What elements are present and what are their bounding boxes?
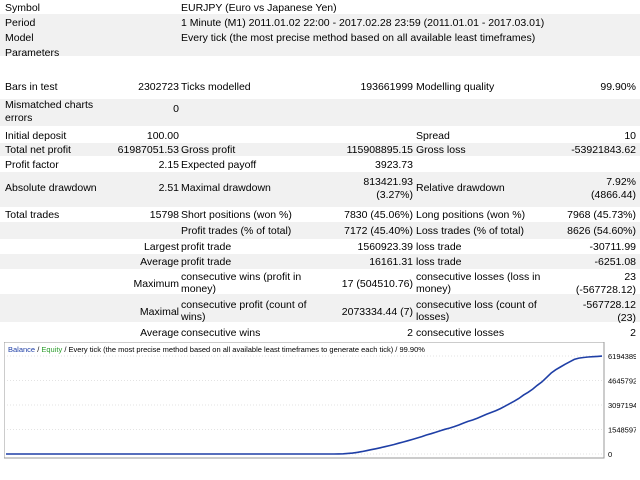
model-label: Model	[5, 32, 34, 44]
gross-profit-value: 115908895.15	[346, 144, 413, 156]
symbol-label: Symbol	[5, 2, 41, 14]
relative-drawdown-label: Relative drawdown	[416, 182, 505, 194]
expected-payoff-label: Expected payoff	[181, 159, 257, 171]
profit-trades-label: Profit trades (% of total)	[181, 225, 292, 237]
average-consecutive-wins-label: consecutive wins	[181, 327, 261, 339]
total-trades-label: Total trades	[5, 209, 60, 221]
maximal-drawdown-label: Maximal drawdown	[181, 182, 271, 194]
model-value: Every tick (the most precise method base…	[181, 32, 536, 44]
maximal-label: Maximal	[139, 306, 179, 318]
average-consecutive-losses-value: 2	[630, 327, 636, 339]
net-profit-label: Total net profit	[5, 144, 71, 156]
mismatched-row-shade	[0, 99, 640, 126]
largest-label: Largest	[143, 241, 179, 253]
parameters-label: Parameters	[5, 47, 60, 59]
average-profit-label: profit trade	[181, 256, 232, 268]
bars-value: 2302723	[138, 81, 179, 93]
period-label: Period	[5, 17, 36, 29]
net-profit-value: 61987051.53	[117, 144, 179, 156]
quality-label: Modelling quality	[416, 81, 495, 93]
loss-trades-value: 8626 (54.60%)	[567, 225, 636, 237]
plot-border	[4, 342, 605, 459]
max-consecutive-wins-value: 17 (504510.76)	[341, 278, 413, 290]
maximal-consecutive-loss-count: (23)	[617, 312, 636, 324]
mismatched-value: 0	[173, 103, 179, 115]
short-positions-label: Short positions (won %)	[181, 209, 292, 221]
maximal-consecutive-loss-amount: -567728.12	[582, 299, 636, 311]
max-consecutive-wins-label: consecutive wins (profit in money)	[181, 271, 302, 295]
y-tick-label: 61943898	[608, 352, 636, 361]
initial-deposit-label: Initial deposit	[5, 130, 67, 142]
gross-profit-label: Gross profit	[181, 144, 236, 156]
y-tick-label: 15485974	[608, 426, 636, 435]
profit-trades-value: 7172 (45.40%)	[344, 225, 413, 237]
average-label: Average	[140, 256, 179, 268]
y-tick-label: 0	[608, 450, 612, 459]
absolute-drawdown-label: Absolute drawdown	[5, 182, 97, 194]
maximal-drawdown-value: 813421.93	[363, 176, 413, 188]
total-trades-value: 15798	[149, 209, 179, 221]
average-profit-value: 16161.31	[369, 256, 413, 268]
mismatched-label-2: errors	[5, 112, 33, 124]
spread-label: Spread	[416, 130, 450, 142]
relative-drawdown-amount: (4866.44)	[591, 189, 636, 201]
profit-factor-label: Profit factor	[5, 159, 59, 171]
average-consecutive-losses-label: consecutive losses	[416, 327, 505, 339]
long-positions-value: 7968 (45.73%)	[567, 209, 636, 221]
largest-profit-value: 1560923.39	[357, 241, 413, 253]
ticks-label: Ticks modelled	[181, 81, 251, 93]
average-loss-value: -6251.08	[594, 256, 636, 268]
symbol-value: EURJPY (Euro vs Japanese Yen)	[181, 2, 337, 14]
maximal-row-shade	[0, 294, 640, 322]
legend-balance: Balance	[8, 345, 36, 354]
short-positions-value: 7830 (45.06%)	[344, 209, 413, 221]
relative-drawdown-value: 7.92%	[606, 176, 636, 188]
profit-trades-row-shade	[0, 222, 640, 239]
largest-loss-label: loss trade	[416, 241, 462, 253]
loss-trades-label: Loss trades (% of total)	[416, 225, 524, 237]
absolute-drawdown-value: 2.51	[158, 182, 179, 194]
maximal-consecutive-loss-label: consecutive loss (count of losses)	[416, 299, 537, 323]
maximal-consecutive-profit-label: consecutive profit (count of wins)	[181, 299, 307, 323]
average-row-shade	[0, 254, 640, 269]
average-consecutive-wins-value: 2	[407, 327, 413, 339]
largest-profit-label: profit trade	[181, 241, 232, 253]
drawdown-row-shade	[0, 172, 640, 207]
max-consecutive-losses-amount: (-567728.12)	[575, 284, 636, 296]
profit-factor-value: 2.15	[158, 159, 179, 171]
graph-legend: Balance / Equity / Every tick (the most …	[8, 345, 425, 354]
gross-loss-label: Gross loss	[416, 144, 466, 156]
info-row-shade	[0, 14, 640, 56]
max-consecutive-losses-count: 23	[624, 271, 636, 283]
spread-value: 10	[624, 130, 636, 142]
legend-equity: Equity	[41, 345, 63, 354]
mismatched-label-1: Mismatched charts	[5, 99, 94, 111]
expected-payoff-value: 3923.73	[375, 159, 413, 171]
average-loss-label: loss trade	[416, 256, 462, 268]
series-line-balance	[6, 355, 603, 455]
maximal-drawdown-percent: (3.27%)	[376, 189, 413, 201]
max-consecutive-losses-label: consecutive losses (loss in money)	[416, 271, 541, 295]
largest-loss-value: -30711.99	[589, 241, 636, 253]
ticks-value: 193661999	[360, 81, 413, 93]
maximal-consecutive-profit-value: 2073334.44 (7)	[341, 306, 413, 318]
maximum-label: Maximum	[133, 278, 179, 290]
legend-separator: /	[35, 345, 42, 354]
gross-loss-value: -53921843.62	[571, 144, 636, 156]
long-positions-label: Long positions (won %)	[416, 209, 526, 221]
average-consecutive-label: Average	[140, 327, 179, 339]
period-value: 1 Minute (M1) 2011.01.02 22:00 - 2017.02…	[181, 17, 545, 29]
legend-description: / Every tick (the most precise method ba…	[62, 345, 425, 354]
y-tick-label: 30971949	[608, 401, 636, 410]
initial-deposit-value: 100.00	[146, 130, 179, 142]
quality-value: 99.90%	[600, 81, 636, 93]
bars-label: Bars in test	[5, 81, 58, 93]
net-profit-row-shade	[0, 143, 640, 156]
